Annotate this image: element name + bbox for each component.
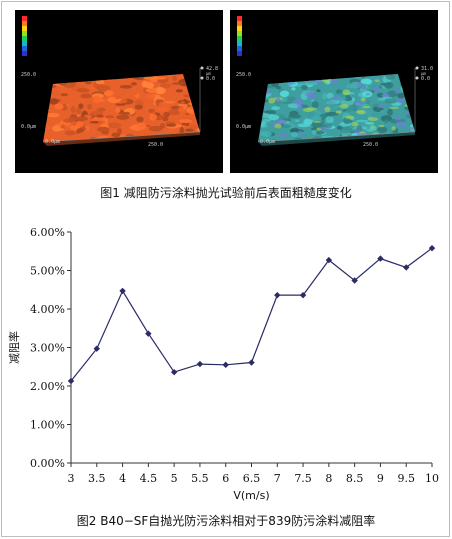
y-range-label: 250.0 <box>21 72 36 78</box>
origin-label: 0.0μm <box>236 124 251 130</box>
data-point-marker <box>325 256 333 264</box>
colorbar-swatch <box>237 46 242 51</box>
x-tick-label: 9.5 <box>397 472 415 485</box>
z-zero-label: 0.0 <box>206 76 215 82</box>
colorbar-swatch <box>237 36 242 41</box>
y-tick-label: 4.00% <box>30 303 65 316</box>
x-tick-label: 4 <box>119 472 126 485</box>
y-axis-ticks: 0.00% 1.00% 2.00% 3.00% 4.00% 5.00% 6.00% <box>30 226 71 470</box>
x-tick-label: 4.5 <box>140 472 158 485</box>
x-end-label: 250.0 <box>148 142 163 148</box>
x-origin-label: 0.0μm <box>260 139 275 145</box>
x-tick-label: 5.5 <box>191 472 209 485</box>
data-point-marker <box>299 291 307 299</box>
data-point-marker <box>222 361 229 369</box>
chart-axes <box>70 232 432 464</box>
drag-reduction-chart: 0.00% 1.00% 2.00% 3.00% 4.00% 5.00% 6.00% 3 3.5… <box>7 226 439 502</box>
colorbar-swatch <box>22 36 27 41</box>
colorbar-swatch <box>237 16 242 21</box>
z-unit-label: μm <box>206 71 211 76</box>
data-point-marker <box>248 359 255 366</box>
figure2-caption: 图2 B40−SF自抛光防污涂料相对于839防污涂料减阻率 <box>76 514 376 528</box>
surface-image-after-polishing: 31.0 μm 0.0 250.0 0.0μm 0.0μm 250.0 <box>230 10 438 173</box>
x-tick-label: 6 <box>222 472 229 485</box>
colorbar-swatch <box>237 31 242 36</box>
x-tick-label: 5 <box>171 472 178 485</box>
colorbar-swatch <box>22 41 27 46</box>
data-point-marker <box>428 244 436 252</box>
data-point-marker <box>403 264 410 271</box>
x-end-label: 250.0 <box>363 142 378 148</box>
x-tick-label: 8.5 <box>346 472 364 485</box>
x-tick-label: 9 <box>377 472 384 485</box>
data-point-marker <box>67 377 75 385</box>
y-tick-label: 0.00% <box>30 457 65 470</box>
x-tick-label: 7 <box>274 472 281 485</box>
surface-edge <box>258 132 415 146</box>
chart-series <box>67 244 436 385</box>
surface-image-before-polishing: 42.8 μm 0.0 250.0 0.0μm 0.0μm 250.0 <box>15 10 223 173</box>
z-max-label: 31.0 <box>421 66 433 72</box>
y-tick-label: 2.00% <box>30 380 65 393</box>
x-origin-label: 0.0μm <box>45 139 60 145</box>
colorbar-swatch <box>22 46 27 51</box>
data-point-marker <box>145 330 152 337</box>
x-tick-label: 10 <box>425 472 439 485</box>
origin-label: 0.0μm <box>21 124 36 130</box>
z-zero-label: 0.0 <box>421 76 430 82</box>
data-point-marker <box>119 287 126 295</box>
surface-edge <box>43 132 200 146</box>
x-tick-label: 8 <box>325 472 332 485</box>
y-tick-label: 3.00% <box>30 342 65 355</box>
data-point-marker <box>351 277 358 284</box>
colorbar-swatch <box>237 26 242 31</box>
y-tick-label: 6.00% <box>30 226 65 239</box>
y-range-label: 250.0 <box>236 72 251 78</box>
x-tick-label: 6.5 <box>243 472 261 485</box>
y-axis-title: 减阻率 <box>7 331 21 364</box>
x-tick-label: 3 <box>68 472 75 485</box>
data-point-marker <box>274 291 281 299</box>
x-axis-ticks: 3 3.5 4 4.5 5 5.5 6 6.5 7 7.5 8 8.5 9 9.5 10 <box>68 463 439 485</box>
colorbar-swatch <box>22 16 27 21</box>
figure1-caption: 图1 减阻防污涂料抛光试验前后表面粗糙度变化 <box>100 186 352 200</box>
y-tick-label: 5.00% <box>30 265 65 278</box>
data-point-marker <box>196 360 204 368</box>
y-tick-label: 1.00% <box>30 419 65 432</box>
colorbar-swatch <box>237 21 242 26</box>
x-tick-label: 7.5 <box>294 472 312 485</box>
z-unit-label: μm <box>421 71 426 76</box>
colorbar-swatch <box>22 26 27 31</box>
data-point-marker <box>170 368 178 376</box>
colorbar-swatch <box>22 51 27 56</box>
x-axis-title: V(m/s) <box>233 489 269 502</box>
colorbar-swatch <box>237 41 242 46</box>
colorbar-swatch <box>22 21 27 26</box>
z-max-label: 42.8 <box>206 66 218 72</box>
x-tick-label: 3.5 <box>88 472 106 485</box>
colorbar-swatch <box>237 51 242 56</box>
colorbar-swatch <box>22 31 27 36</box>
